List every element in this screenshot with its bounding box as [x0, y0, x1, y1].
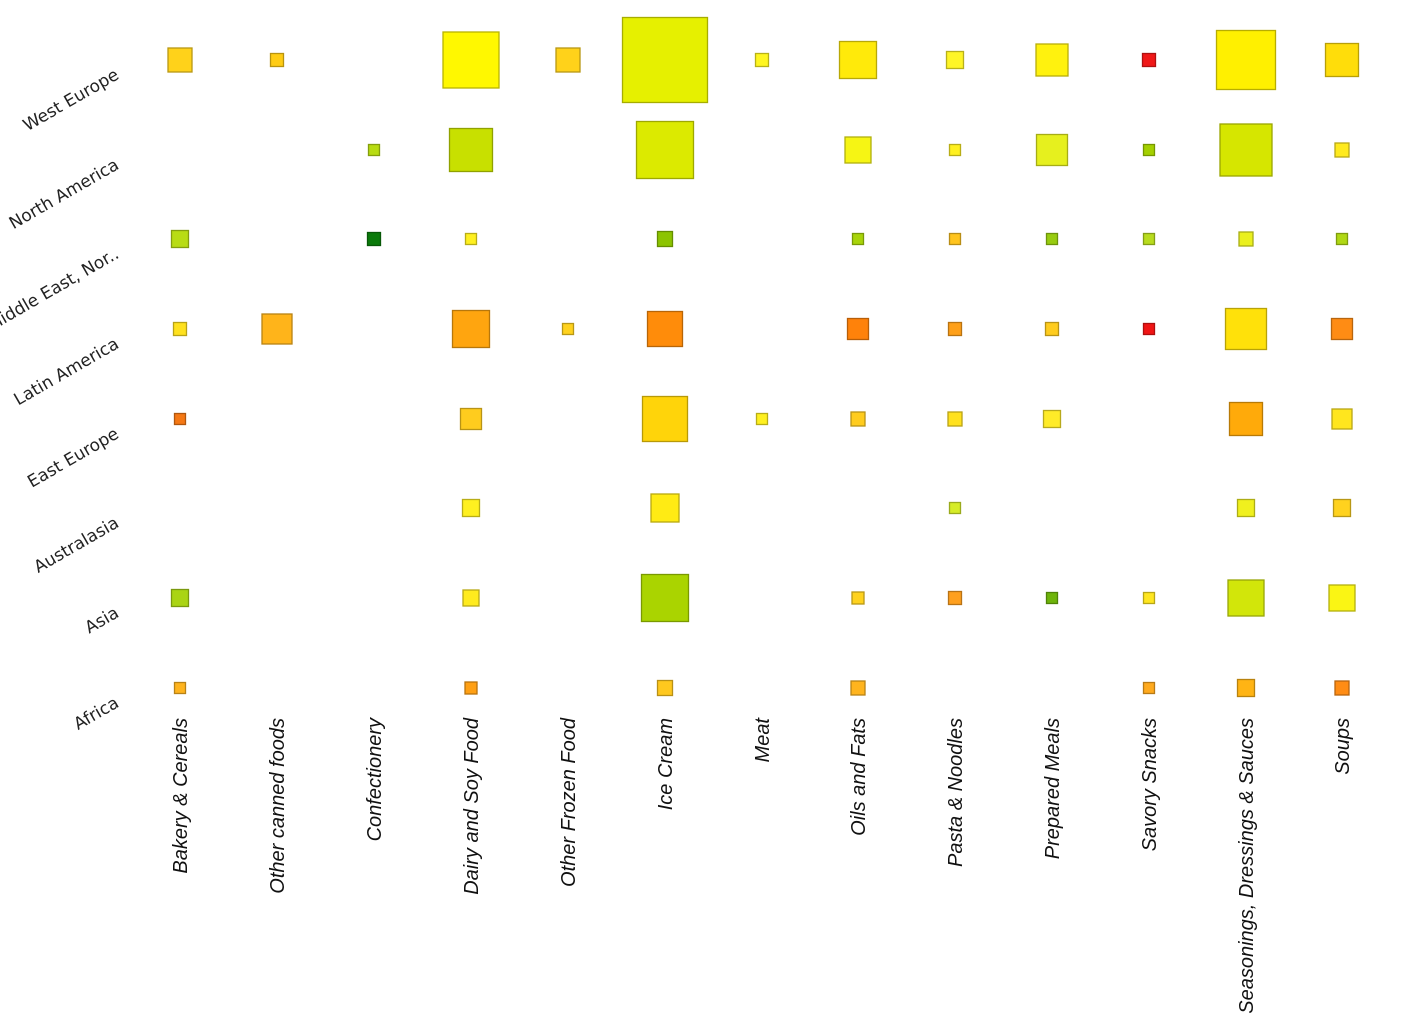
- column-label-ice-cream: Ice Cream: [655, 718, 677, 810]
- cell-west-europe-oils-and-fats: [838, 40, 878, 80]
- cell-middle-east-nor-oils-and-fats: [851, 232, 865, 246]
- cell-africa-bakery-cereals: [173, 681, 187, 695]
- cell-latin-america-soups: [1330, 317, 1354, 341]
- cell-middle-east-nor-soups: [1335, 232, 1349, 246]
- row-label-north-america: North America: [6, 155, 123, 234]
- cell-asia-seasonings-dressings-sauces: [1227, 579, 1265, 617]
- cell-africa-dairy-and-soy-food: [464, 681, 478, 695]
- cell-middle-east-nor-savory-snacks: [1142, 232, 1156, 246]
- row-label-middle-east-nor: Middle East, Nor..: [0, 244, 123, 336]
- cell-latin-america-bakery-cereals: [172, 321, 188, 337]
- column-label-savory-snacks: Savory Snacks: [1139, 718, 1161, 851]
- row-label-west-europe: West Europe: [20, 65, 123, 136]
- cell-north-america-seasonings-dressings-sauces: [1219, 123, 1273, 177]
- cell-west-europe-dairy-and-soy-food: [442, 31, 500, 89]
- cell-latin-america-seasonings-dressings-sauces: [1224, 307, 1268, 351]
- cell-west-europe-soups: [1324, 42, 1360, 78]
- cell-asia-oils-and-fats: [851, 591, 865, 605]
- cell-asia-soups: [1328, 584, 1356, 612]
- cell-australasia-pasta-noodles: [948, 501, 962, 515]
- cell-north-america-confectionery: [367, 143, 381, 157]
- cell-africa-ice-cream: [656, 679, 674, 697]
- cell-africa-soups: [1334, 680, 1350, 696]
- cell-australasia-soups: [1332, 498, 1352, 518]
- cell-latin-america-other-frozen-food: [561, 322, 575, 336]
- cell-middle-east-nor-confectionery: [366, 231, 382, 247]
- cell-middle-east-nor-prepared-meals: [1045, 232, 1059, 246]
- cell-west-europe-ice-cream: [621, 16, 709, 104]
- cell-asia-pasta-noodles: [947, 590, 963, 606]
- cell-africa-seasonings-dressings-sauces: [1236, 678, 1256, 698]
- cell-west-europe-bakery-cereals: [167, 47, 193, 73]
- cell-west-europe-seasonings-dressings-sauces: [1215, 29, 1277, 91]
- column-label-other-canned-foods: Other canned foods: [267, 718, 289, 894]
- cell-latin-america-savory-snacks: [1142, 322, 1156, 336]
- cell-north-america-ice-cream: [635, 120, 695, 180]
- cell-latin-america-ice-cream: [646, 310, 684, 348]
- row-label-latin-america: Latin America: [11, 334, 123, 410]
- column-labels: Bakery & Cereals Other canned foods Confec…: [170, 717, 1354, 1014]
- cell-north-america-oils-and-fats: [844, 136, 872, 164]
- cell-east-europe-dairy-and-soy-food: [459, 407, 483, 431]
- cell-latin-america-dairy-and-soy-food: [451, 309, 491, 349]
- column-label-soups: Soups: [1332, 718, 1354, 775]
- cell-east-europe-ice-cream: [641, 395, 689, 443]
- cell-australasia-dairy-and-soy-food: [461, 498, 481, 518]
- column-label-pasta-noodles: Pasta & Noodles: [945, 718, 967, 867]
- cell-latin-america-pasta-noodles: [947, 321, 963, 337]
- column-label-bakery-cereals: Bakery & Cereals: [170, 718, 192, 874]
- cell-east-europe-bakery-cereals: [173, 412, 187, 426]
- cell-east-europe-prepared-meals: [1042, 409, 1062, 429]
- column-label-confectionery: Confectionery: [364, 717, 386, 841]
- cell-asia-dairy-and-soy-food: [462, 589, 480, 607]
- cell-west-europe-prepared-meals: [1035, 43, 1069, 77]
- cell-latin-america-other-canned-foods: [261, 313, 293, 345]
- heatmap-cells: [167, 16, 1360, 698]
- column-label-seasonings-dressings-sauces: Seasonings, Dressings & Sauces: [1236, 718, 1258, 1014]
- cell-west-europe-other-frozen-food: [555, 47, 581, 73]
- cell-latin-america-prepared-meals: [1044, 321, 1060, 337]
- column-label-dairy-and-soy-food: Dairy and Soy Food: [461, 717, 483, 895]
- cell-asia-savory-snacks: [1142, 591, 1156, 605]
- cell-west-europe-savory-snacks: [1141, 52, 1157, 68]
- cell-north-america-pasta-noodles: [948, 143, 962, 157]
- cell-middle-east-nor-dairy-and-soy-food: [464, 232, 478, 246]
- column-label-oils-and-fats: Oils and Fats: [848, 718, 870, 836]
- cell-africa-oils-and-fats: [850, 680, 866, 696]
- cell-west-europe-other-canned-foods: [269, 52, 285, 68]
- row-label-east-europe: East Europe: [24, 424, 122, 492]
- cell-middle-east-nor-ice-cream: [656, 230, 674, 248]
- cell-middle-east-nor-seasonings-dressings-sauces: [1238, 231, 1254, 247]
- cell-middle-east-nor-bakery-cereals: [170, 229, 190, 249]
- cell-australasia-seasonings-dressings-sauces: [1236, 498, 1256, 518]
- cell-west-europe-meat: [754, 52, 770, 68]
- column-label-prepared-meals: Prepared Meals: [1042, 718, 1064, 859]
- cell-north-america-prepared-meals: [1035, 133, 1069, 167]
- cell-australasia-ice-cream: [650, 493, 680, 523]
- cell-west-europe-pasta-noodles: [945, 50, 965, 70]
- column-label-other-frozen-food: Other Frozen Food: [558, 717, 580, 887]
- column-label-meat: Meat: [752, 717, 774, 763]
- cell-east-europe-oils-and-fats: [850, 411, 866, 427]
- cell-latin-america-oils-and-fats: [846, 317, 870, 341]
- cell-east-europe-meat: [755, 412, 769, 426]
- row-labels: West Europe North America Middle East, Nor…: [0, 65, 123, 735]
- cell-asia-ice-cream: [640, 573, 690, 623]
- cell-asia-prepared-meals: [1045, 591, 1059, 605]
- cell-north-america-savory-snacks: [1142, 143, 1156, 157]
- cell-north-america-dairy-and-soy-food: [448, 127, 494, 173]
- cell-north-america-soups: [1334, 142, 1350, 158]
- cell-east-europe-soups: [1331, 408, 1353, 430]
- row-label-australasia: Australasia: [31, 513, 123, 578]
- row-label-africa: Africa: [70, 693, 122, 735]
- cell-middle-east-nor-pasta-noodles: [948, 232, 962, 246]
- cell-east-europe-pasta-noodles: [947, 411, 963, 427]
- cell-asia-bakery-cereals: [170, 588, 190, 608]
- row-label-asia: Asia: [82, 603, 123, 638]
- cell-east-europe-seasonings-dressings-sauces: [1228, 401, 1264, 437]
- cell-africa-savory-snacks: [1142, 681, 1156, 695]
